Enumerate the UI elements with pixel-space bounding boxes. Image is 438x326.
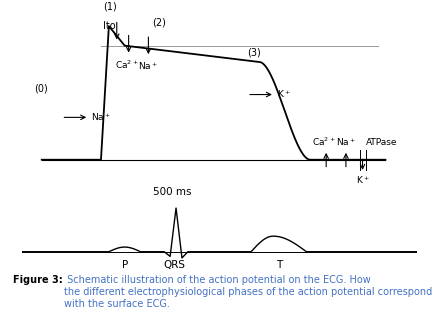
Text: ATPase: ATPase — [365, 138, 396, 147]
Text: Schematic illustration of the action potential on the ECG. How
the different ele: Schematic illustration of the action pot… — [64, 275, 431, 309]
Text: K$^+$: K$^+$ — [355, 174, 369, 186]
Text: (3): (3) — [247, 47, 260, 57]
Text: Na$^+$: Na$^+$ — [138, 60, 158, 72]
Text: 500 ms: 500 ms — [152, 187, 191, 197]
Text: Figure 3:: Figure 3: — [13, 275, 63, 286]
Text: Ca$^{2+}$: Ca$^{2+}$ — [114, 59, 138, 71]
Text: (2): (2) — [152, 18, 166, 28]
Text: Ito: Ito — [102, 21, 115, 31]
Text: (1): (1) — [102, 1, 117, 11]
Text: Na$^+$: Na$^+$ — [91, 111, 111, 123]
Text: Ca$^{2+}$: Ca$^{2+}$ — [311, 136, 336, 148]
Text: K$^+$: K$^+$ — [276, 89, 290, 100]
Text: (0): (0) — [34, 83, 47, 93]
Text: P: P — [121, 259, 127, 270]
Text: Na$^+$: Na$^+$ — [335, 137, 355, 148]
Text: T: T — [275, 259, 281, 270]
Text: QRS: QRS — [162, 259, 185, 270]
